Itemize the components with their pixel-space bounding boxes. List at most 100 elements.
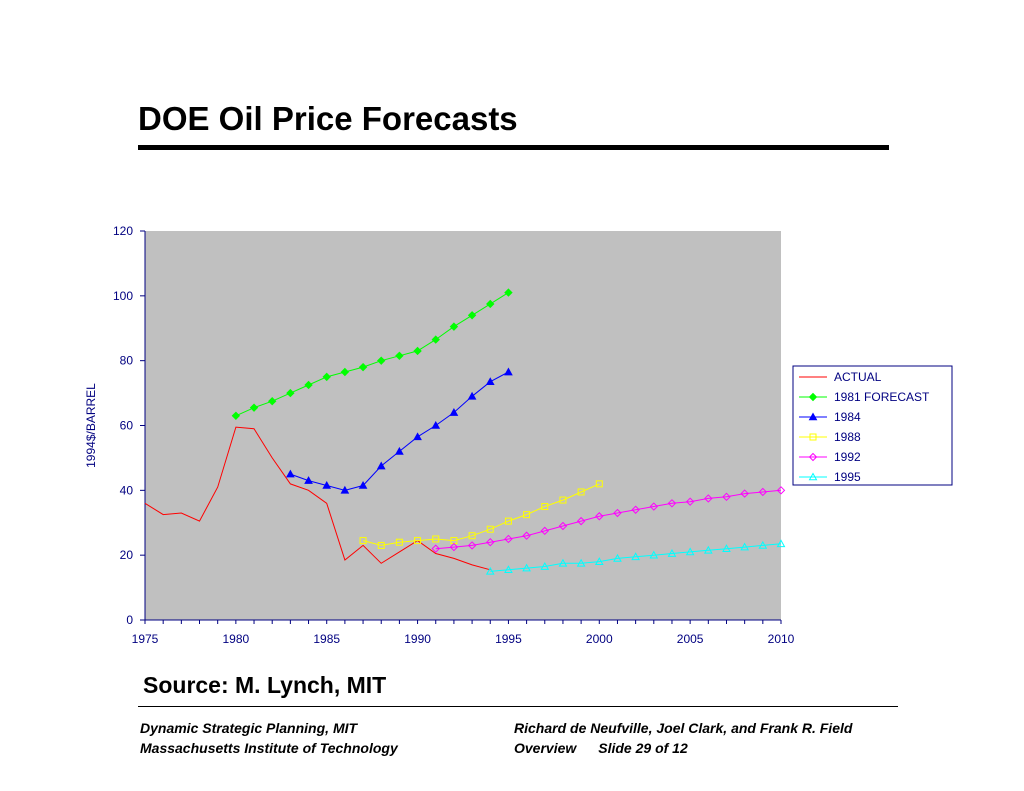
data-point-1988 xyxy=(541,503,549,511)
legend-item-1995: 1995 xyxy=(799,470,861,484)
data-point-1992 xyxy=(486,537,495,547)
legend-item-1984: 1984 xyxy=(799,410,861,424)
data-point-1992 xyxy=(595,512,604,521)
data-point-1992 xyxy=(667,499,677,508)
legend-item-actual: ACTUAL xyxy=(799,370,882,384)
data-point-1995 xyxy=(522,563,531,572)
chart-series xyxy=(144,288,786,575)
data-point-1992 xyxy=(776,486,786,495)
data-point-1995 xyxy=(631,552,640,561)
data-point-1984 xyxy=(413,432,422,441)
footer-divider xyxy=(138,706,898,707)
data-point-1988 xyxy=(359,537,367,545)
data-point-1992 xyxy=(467,541,477,550)
footer-section: Overview xyxy=(514,740,577,756)
data-point-1981-forecast xyxy=(267,396,277,406)
data-point-1995 xyxy=(594,557,604,565)
data-point-1995 xyxy=(740,542,750,551)
legend-marker xyxy=(808,452,818,462)
x-tick-label: 2010 xyxy=(768,632,795,646)
data-point-1981-forecast xyxy=(304,380,313,390)
series-1988 xyxy=(359,480,603,549)
x-tick-label: 1995 xyxy=(495,632,522,646)
data-point-1984 xyxy=(395,446,404,455)
footer-slide-info: Overview Slide 29 of 12 xyxy=(514,738,852,758)
data-point-1992 xyxy=(613,508,622,518)
data-point-1992 xyxy=(522,531,531,540)
x-tick-label: 1975 xyxy=(132,632,159,646)
data-point-1995 xyxy=(576,558,586,567)
footer-course: Dynamic Strategic Planning, MIT xyxy=(140,720,358,736)
legend-label: 1992 xyxy=(834,450,861,464)
series-1984 xyxy=(286,367,513,494)
data-point-1981-forecast xyxy=(340,367,350,377)
legend-label: 1984 xyxy=(834,410,861,424)
legend-marker xyxy=(808,392,818,402)
source-credit: Source: M. Lynch, MIT xyxy=(143,672,387,698)
data-point-1995 xyxy=(540,561,550,570)
y-tick-label: 0 xyxy=(126,613,133,627)
data-point-1992 xyxy=(649,502,659,511)
data-point-1992 xyxy=(431,544,440,553)
data-point-1995 xyxy=(485,566,495,575)
data-point-1992 xyxy=(558,521,568,531)
data-point-1984 xyxy=(504,367,513,376)
data-point-1981-forecast xyxy=(286,388,295,398)
data-point-1981-forecast xyxy=(395,351,404,361)
data-point-1984 xyxy=(449,408,459,416)
data-point-1981-forecast xyxy=(377,356,386,365)
data-point-1992 xyxy=(504,534,513,544)
legend-item-1992: 1992 xyxy=(799,450,861,464)
data-point-1988 xyxy=(395,538,403,546)
data-point-1981-forecast xyxy=(449,322,459,331)
data-point-1995 xyxy=(613,553,622,562)
data-point-1995 xyxy=(649,550,659,559)
data-point-1984 xyxy=(340,485,350,494)
data-point-1981-forecast xyxy=(467,311,477,320)
legend-marker xyxy=(808,412,818,421)
y-tick-label: 40 xyxy=(120,483,134,497)
series-line-1981-forecast xyxy=(235,292,509,417)
data-point-1992 xyxy=(449,542,459,552)
data-point-1981-forecast xyxy=(231,411,241,420)
legend-item-1981-forecast: 1981 FORECAST xyxy=(799,390,930,404)
series-1992 xyxy=(431,486,786,553)
data-point-1992 xyxy=(685,497,695,506)
data-point-1981-forecast xyxy=(322,372,331,382)
data-point-1995 xyxy=(776,539,786,548)
oil-price-chart: 0 20 40 60 80 100 120 1975 1980 1985 1990 1995 2000 2… xyxy=(84,224,953,646)
footer-authors: Richard de Neufville, Joel Clark, and Fr… xyxy=(514,720,853,736)
data-point-1981-forecast xyxy=(249,403,259,412)
data-point-1988 xyxy=(577,488,585,496)
slide-title: DOE Oil Price Forecasts xyxy=(138,100,518,137)
data-point-1992 xyxy=(722,492,731,502)
legend-marker xyxy=(809,433,817,441)
data-point-1984 xyxy=(376,461,386,470)
series-actual xyxy=(144,426,491,571)
data-point-1988 xyxy=(486,525,494,533)
data-point-1988 xyxy=(377,541,385,549)
data-point-1992 xyxy=(576,516,586,526)
data-point-1992 xyxy=(540,526,549,536)
legend-marker xyxy=(808,472,818,481)
data-point-1988 xyxy=(432,535,440,543)
data-point-1995 xyxy=(667,549,677,557)
y-tick-label: 100 xyxy=(113,289,133,303)
data-point-1981-forecast xyxy=(504,288,513,297)
chart-axes: 0 20 40 60 80 100 120 1975 1980 1985 1990 1995 2000 2… xyxy=(113,224,795,646)
data-point-1981-forecast xyxy=(431,335,440,344)
data-point-1995 xyxy=(685,547,695,556)
data-point-1984 xyxy=(304,476,313,484)
y-tick-label: 120 xyxy=(113,224,133,238)
data-point-1981-forecast xyxy=(486,299,495,309)
x-tick-label: 1990 xyxy=(404,632,431,646)
data-point-1988 xyxy=(468,532,476,540)
footer-right: Richard de Neufville, Joel Clark, and Fr… xyxy=(514,718,852,758)
x-tick-label: 1980 xyxy=(223,632,250,646)
data-point-1984 xyxy=(431,420,441,429)
series-line-1995 xyxy=(490,543,782,572)
data-point-1988 xyxy=(523,511,531,519)
data-point-1995 xyxy=(504,565,513,574)
data-point-1992 xyxy=(704,494,713,503)
legend-label: 1995 xyxy=(834,470,861,484)
